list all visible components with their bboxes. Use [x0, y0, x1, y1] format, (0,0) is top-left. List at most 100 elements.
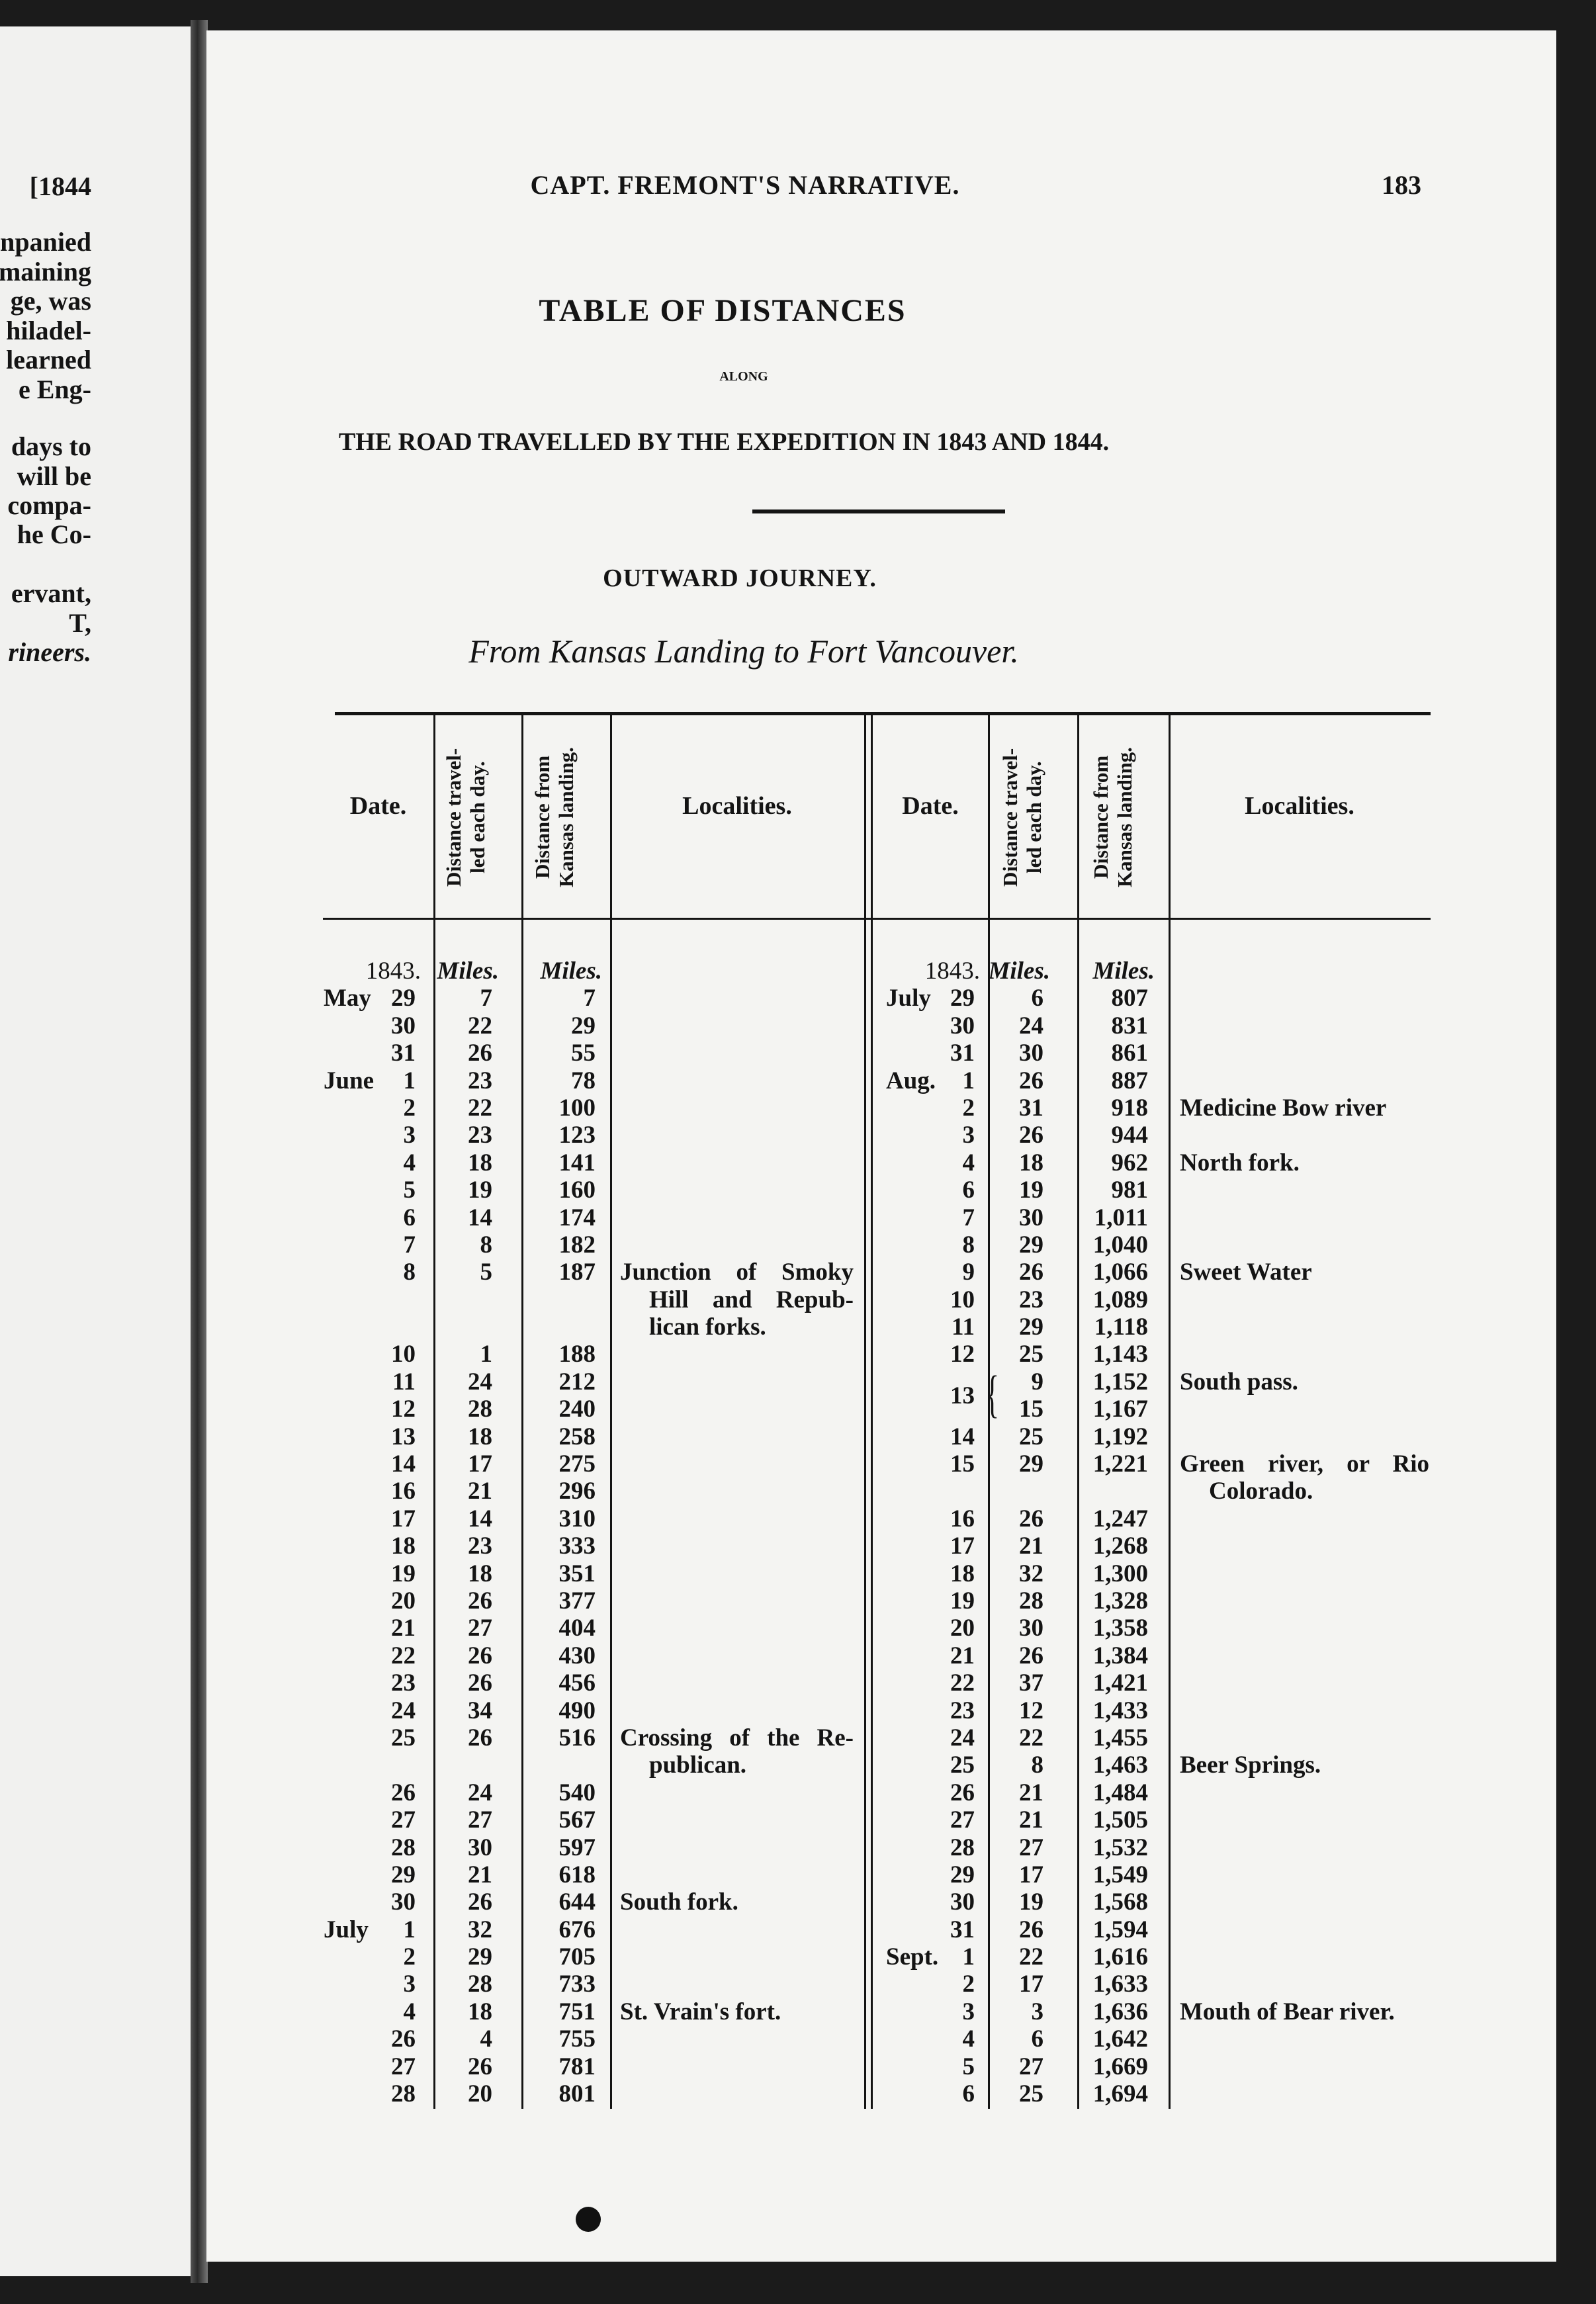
table-row: 3 28 733	[0, 1971, 1596, 1998]
total-distance: 597	[558, 1834, 596, 1861]
table-row: 31 30 861	[0, 1040, 1596, 1067]
day: 14	[391, 1450, 416, 1478]
daily-distance: 9	[1031, 1368, 1044, 1396]
total-distance: 1,463	[1092, 1751, 1148, 1779]
day: 2	[962, 1094, 975, 1122]
total-distance: 981	[1111, 1176, 1149, 1204]
table-row: 8 29 1,040	[0, 1231, 1596, 1259]
daily-distance: 26	[468, 1669, 492, 1697]
daily-distance: 26	[1019, 1505, 1043, 1532]
table-row: 21 26 1,384	[0, 1642, 1596, 1669]
header-line: Distance from	[531, 755, 554, 879]
daily-distance: 29	[468, 1943, 492, 1971]
locality: Medicine Bow river	[1180, 1094, 1429, 1122]
table-row: 31 26 55	[0, 1040, 1596, 1067]
day: 3	[403, 1971, 416, 1998]
day: 18	[391, 1532, 416, 1560]
table-row: 24 22 1,455	[0, 1724, 1596, 1751]
table-row: 27 27 567	[0, 1806, 1596, 1834]
table-row: 6 14 174	[0, 1204, 1596, 1231]
column-divider	[988, 715, 990, 2109]
total-distance: 174	[558, 1204, 596, 1231]
total-distance: 644	[558, 1888, 596, 1916]
day: 3	[962, 1122, 975, 1149]
total-distance: 1,143	[1092, 1341, 1148, 1368]
day: 20	[950, 1615, 975, 1642]
daily-distance: 15	[1019, 1396, 1043, 1423]
table-row: 13 18 258	[0, 1423, 1596, 1450]
locality: North fork.	[1180, 1149, 1429, 1176]
table-row: 10 23 1,089	[0, 1286, 1596, 1313]
table-row: 22 37 1,421	[0, 1669, 1596, 1697]
daily-distance: 23	[468, 1067, 492, 1094]
day: 15	[950, 1450, 975, 1478]
total-distance: 831	[1111, 1012, 1149, 1040]
day: 16	[391, 1478, 416, 1505]
daily-distance: 26	[1019, 1122, 1043, 1149]
daily-distance: 12	[1019, 1697, 1043, 1724]
table-row: 16 21 296	[0, 1478, 1596, 1505]
total-distance: 78	[571, 1067, 596, 1094]
total-distance: 918	[1111, 1094, 1149, 1122]
table-row: 18 32 1,300	[0, 1560, 1596, 1587]
header-line: Distance travel-	[998, 748, 1022, 887]
day: 31	[950, 1040, 975, 1067]
total-distance: 801	[558, 2080, 596, 2108]
daily-distance: 24	[468, 1368, 492, 1396]
daily-distance: 22	[468, 1012, 492, 1040]
daily-distance: 26	[468, 1040, 492, 1067]
total-distance: 240	[558, 1396, 596, 1423]
daily-distance: 29	[1019, 1450, 1043, 1478]
header-daily-distance: Distance travel-led each day.	[442, 721, 490, 913]
day: 5	[403, 1176, 416, 1204]
day: 24	[391, 1697, 416, 1724]
total-distance: 755	[558, 2025, 596, 2053]
locality: St. Vrain's fort.	[620, 1998, 854, 2025]
day: 29	[950, 1861, 975, 1888]
month: Aug.	[886, 1067, 936, 1094]
day: 1	[962, 1067, 975, 1094]
day: 31	[391, 1040, 416, 1067]
total-distance: 618	[558, 1861, 596, 1888]
column-divider	[1077, 715, 1079, 2109]
daily-distance: 25	[1019, 1341, 1043, 1368]
total-distance: 1,328	[1092, 1587, 1148, 1615]
previous-page-line: maining	[0, 257, 91, 287]
day: 9	[962, 1259, 975, 1286]
total-distance: 1,642	[1092, 2025, 1148, 2053]
table-row: 20 30 1,358	[0, 1615, 1596, 1642]
page-number: 183	[1382, 170, 1421, 200]
table-row: 3 23 123	[0, 1122, 1596, 1149]
table-row: 4 18 141	[0, 1149, 1596, 1176]
daily-distance: 29	[1019, 1313, 1043, 1341]
daily-distance: 34	[468, 1697, 492, 1724]
daily-distance: 18	[468, 1423, 492, 1450]
day: 11	[392, 1368, 416, 1396]
day: 13	[391, 1423, 416, 1450]
table-row: 24 34 490	[0, 1697, 1596, 1724]
total-distance: 160	[558, 1176, 596, 1204]
total-distance: 567	[558, 1806, 596, 1834]
previous-page-line: will be	[17, 461, 91, 491]
day: 2	[403, 1094, 416, 1122]
total-distance: 100	[558, 1094, 596, 1122]
ink-blot	[576, 2207, 601, 2232]
table-row: 3 3 1,636 Mouth of Bear river.	[0, 1998, 1596, 2025]
daily-distance: 26	[468, 1888, 492, 1916]
daily-distance: 14	[468, 1505, 492, 1532]
daily-distance: 19	[1019, 1888, 1043, 1916]
day: 17	[950, 1532, 975, 1560]
daily-distance: 23	[468, 1532, 492, 1560]
previous-page-line: he Co-	[17, 519, 91, 549]
table-row: 27 21 1,505	[0, 1806, 1596, 1834]
locality: South fork.	[620, 1888, 854, 1916]
day: 16	[950, 1505, 975, 1532]
day: 3	[403, 1122, 416, 1149]
total-distance: 123	[558, 1122, 596, 1149]
day: 7	[962, 1204, 975, 1231]
previous-page-line: compa-	[7, 490, 91, 520]
total-distance: 1,066	[1092, 1259, 1148, 1286]
table-row: 29 17 1,549	[0, 1861, 1596, 1888]
column-divider	[433, 715, 435, 2109]
locality: Mouth of Bear river.	[1180, 1998, 1429, 2025]
